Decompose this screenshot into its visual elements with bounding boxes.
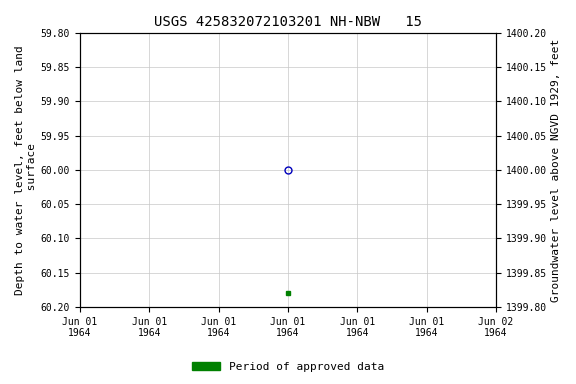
Title: USGS 425832072103201 NH-NBW   15: USGS 425832072103201 NH-NBW 15 [154, 15, 422, 29]
Y-axis label: Groundwater level above NGVD 1929, feet: Groundwater level above NGVD 1929, feet [551, 38, 561, 301]
Legend: Period of approved data: Period of approved data [188, 358, 388, 377]
Y-axis label: Depth to water level, feet below land
 surface: Depth to water level, feet below land su… [15, 45, 37, 295]
